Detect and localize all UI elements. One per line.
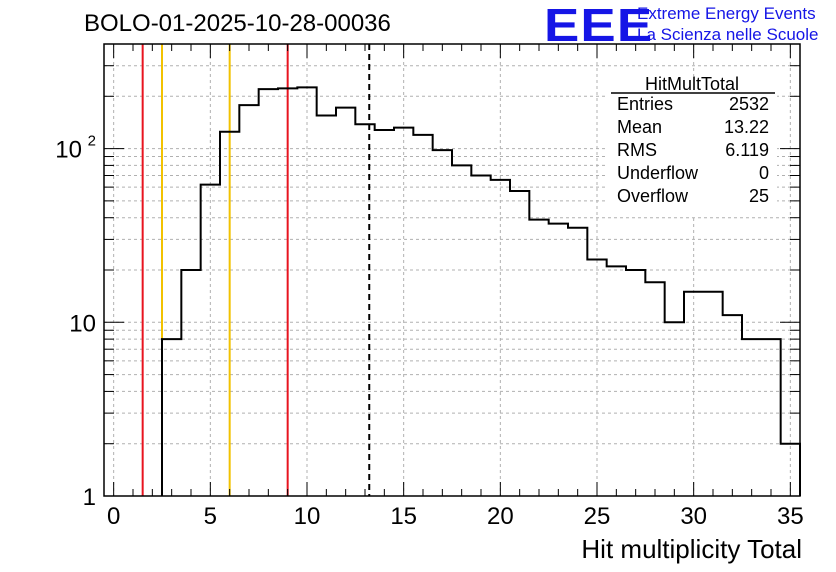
x-axis-label: Hit multiplicity Total (581, 534, 802, 564)
stats-row-label: Underflow (617, 163, 699, 183)
stats-row-label: Overflow (617, 186, 689, 206)
y-tick-label: 1 (83, 484, 96, 511)
x-tick-label: 15 (390, 503, 417, 530)
histogram-step-line (161, 86, 801, 496)
stats-row-value: 2532 (729, 94, 769, 114)
eee-logo-line1: Extreme Energy Events (637, 4, 816, 23)
y-tick-label-exponent: 2 (88, 133, 96, 150)
stats-row-value: 13.22 (724, 117, 769, 137)
stats-row-value: 25 (749, 186, 769, 206)
stats-box-background (607, 76, 777, 216)
y-tick-label: 10 (69, 310, 96, 337)
x-tick-label: 0 (107, 503, 120, 530)
stats-row-value: 6.119 (725, 140, 769, 160)
stats-title: HitMultTotal (645, 74, 739, 94)
eee-logo-mark: EEE (544, 0, 654, 51)
stats-row-label: RMS (617, 140, 657, 160)
x-tick-label: 20 (487, 503, 514, 530)
y-tick-label: 10 (55, 137, 82, 164)
stats-row-value: 0 (759, 163, 769, 183)
stats-rows: Entries 2532 Mean 13.22 RMS 6.119 Underflow 0 Ov… (617, 94, 769, 206)
x-tick-label: 30 (680, 503, 707, 530)
stats-row-label: Mean (617, 117, 662, 137)
x-tick-label: 25 (584, 503, 611, 530)
x-tick-label: 35 (777, 503, 804, 530)
stats-box: HitMultTotal Entries 2532 Mean 13.22 RMS 6.11… (607, 74, 777, 216)
x-tick-label: 10 (294, 503, 321, 530)
x-tick-label: 5 (204, 503, 217, 530)
stats-row-label: Entries (617, 94, 673, 114)
eee-logo-line2: La Scienza nelle Scuole (637, 25, 819, 44)
chart-title: BOLO-01-2025-10-28-00036 (84, 10, 391, 37)
axes: 0 5 10 15 20 25 30 35 1 10 10 2 (55, 43, 804, 530)
cut-lines (141, 44, 371, 496)
histogram-series (161, 86, 801, 496)
